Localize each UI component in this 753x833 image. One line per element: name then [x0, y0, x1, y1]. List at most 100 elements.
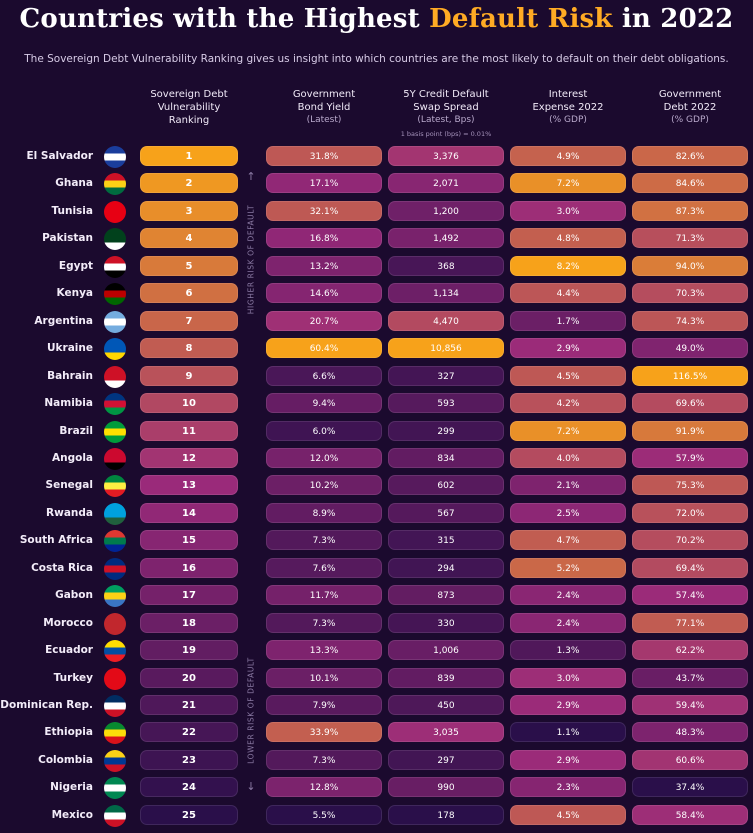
header-line: Government	[658, 89, 722, 100]
el-salvador-flag-icon	[104, 146, 126, 168]
interest-cell: 3.0%	[510, 667, 626, 688]
header-sub: (% GDP)	[549, 115, 587, 125]
bond-yield-cell: 12.0%	[266, 447, 382, 468]
table-row: Senegal 13 10.2% 602 2.1% 75.3%	[0, 473, 753, 500]
mexico-flag-icon	[104, 804, 126, 827]
table-row: Morocco 18 7.3% 330 2.4% 77.1%	[0, 611, 753, 638]
country-name: Rwanda	[46, 506, 93, 519]
rank-cell: 19	[140, 640, 238, 661]
rank-cell: 22	[140, 722, 238, 743]
table-row: Namibia 10 9.4% 593 4.2% 69.6%	[0, 391, 753, 418]
cds-cell: 3,035	[388, 722, 504, 743]
rank-cell: 9	[140, 365, 238, 386]
interest-cell: 4.7%	[510, 530, 626, 551]
table-row: Bahrain 9 6.6% 327 4.5% 116.5%	[0, 364, 753, 391]
debt-cell: 58.4%	[632, 804, 748, 825]
country-name: Ukraine	[47, 342, 93, 355]
cds-cell: 178	[388, 804, 504, 825]
debt-cell: 70.2%	[632, 530, 748, 551]
debt-cell: 69.6%	[632, 393, 748, 414]
debt-cell: 72.0%	[632, 502, 748, 523]
table-row: Turkey 20 10.1% 839 3.0% 43.7%	[0, 666, 753, 693]
country-name: Bahrain	[47, 369, 93, 382]
title-text-end: in 2022	[612, 4, 734, 34]
debt-cell: 82.6%	[632, 146, 748, 166]
cds-cell: 990	[388, 777, 504, 798]
cds-cell: 1,200	[388, 200, 504, 221]
debt-cell: 43.7%	[632, 667, 748, 688]
bond-yield-cell: 11.7%	[266, 585, 382, 606]
debt-cell: 69.4%	[632, 557, 748, 578]
cds-cell: 567	[388, 502, 504, 523]
rank-cell: 15	[140, 530, 238, 551]
rank-cell: 21	[140, 695, 238, 715]
cds-cell: 327	[388, 365, 504, 386]
table-row: Argentina 7 20.7% 4,470 1.7% 74.3%	[0, 309, 753, 336]
column-header-interest: Interest Expense 2022 (% GDP)	[510, 88, 626, 127]
interest-cell: 2.4%	[510, 612, 626, 633]
country-name: Nigeria	[50, 781, 93, 794]
arrow-down-icon: ↓	[246, 780, 256, 793]
country-name: El Salvador	[26, 150, 93, 162]
interest-cell: 4.0%	[510, 447, 626, 468]
country-name: Egypt	[58, 259, 93, 272]
dominican-rep-flag-icon	[104, 695, 126, 717]
rank-cell: 24	[140, 777, 238, 798]
bond-yield-cell: 10.2%	[266, 475, 382, 496]
country-name: Argentina	[34, 314, 93, 327]
rank-cell: 23	[140, 749, 238, 770]
bond-yield-cell: 5.5%	[266, 804, 382, 825]
interest-cell: 1.3%	[510, 640, 626, 661]
interest-cell: 2.9%	[510, 695, 626, 715]
cds-cell: 2,071	[388, 173, 504, 194]
bond-yield-cell: 10.1%	[266, 667, 382, 688]
bond-yield-cell: 8.9%	[266, 502, 382, 523]
column-header-bond-yield: Government Bond Yield (Latest)	[266, 88, 382, 127]
debt-cell: 91.9%	[632, 420, 748, 441]
country-name: Brazil	[59, 424, 93, 437]
table-row: Rwanda 14 8.9% 567 2.5% 72.0%	[0, 501, 753, 528]
bond-yield-cell: 6.6%	[266, 365, 382, 386]
gabon-flag-icon	[104, 585, 126, 608]
interest-cell: 5.2%	[510, 557, 626, 578]
rank-cell: 3	[140, 200, 238, 221]
header-line: Debt 2022	[663, 102, 717, 113]
cds-cell: 873	[388, 585, 504, 606]
rank-cell: 4	[140, 228, 238, 249]
bond-yield-cell: 14.6%	[266, 283, 382, 304]
debt-cell: 57.4%	[632, 585, 748, 606]
rank-cell: 13	[140, 475, 238, 496]
table-row: Ecuador 19 13.3% 1,006 1.3% 62.2%	[0, 638, 753, 665]
cds-cell: 297	[388, 749, 504, 770]
cds-cell: 315	[388, 530, 504, 551]
interest-cell: 1.1%	[510, 722, 626, 743]
cds-cell: 3,376	[388, 146, 504, 166]
column-header-debt: Government Debt 2022 (% GDP)	[632, 88, 748, 127]
country-name: Colombia	[38, 753, 93, 766]
brazil-flag-icon	[104, 420, 126, 443]
south-africa-flag-icon	[104, 530, 126, 553]
cds-cell: 602	[388, 475, 504, 496]
bond-yield-cell: 7.3%	[266, 612, 382, 633]
cds-cell: 839	[388, 667, 504, 688]
country-name: Costa Rica	[31, 561, 93, 574]
egypt-flag-icon	[104, 255, 126, 278]
interest-cell: 2.4%	[510, 585, 626, 606]
bond-yield-cell: 33.9%	[266, 722, 382, 743]
bond-yield-cell: 16.8%	[266, 228, 382, 249]
ecuador-flag-icon	[104, 640, 126, 663]
interest-cell: 2.3%	[510, 777, 626, 798]
bond-yield-cell: 7.3%	[266, 749, 382, 770]
bond-yield-cell: 13.2%	[266, 255, 382, 276]
table-row: Brazil 11 6.0% 299 7.2% 91.9%	[0, 419, 753, 446]
table-row: Ukraine 8 60.4% 10,856 2.9% 49.0%	[0, 336, 753, 363]
rank-cell: 25	[140, 804, 238, 825]
debt-cell: 37.4%	[632, 777, 748, 798]
argentina-flag-icon	[104, 310, 126, 333]
subtitle: The Sovereign Debt Vulnerability Ranking…	[24, 53, 729, 65]
rank-cell: 18	[140, 612, 238, 633]
cds-cell: 10,856	[388, 338, 504, 359]
ghana-flag-icon	[104, 173, 126, 196]
header-line: 5Y Credit Default	[403, 89, 489, 100]
country-name: Gabon	[55, 589, 93, 602]
